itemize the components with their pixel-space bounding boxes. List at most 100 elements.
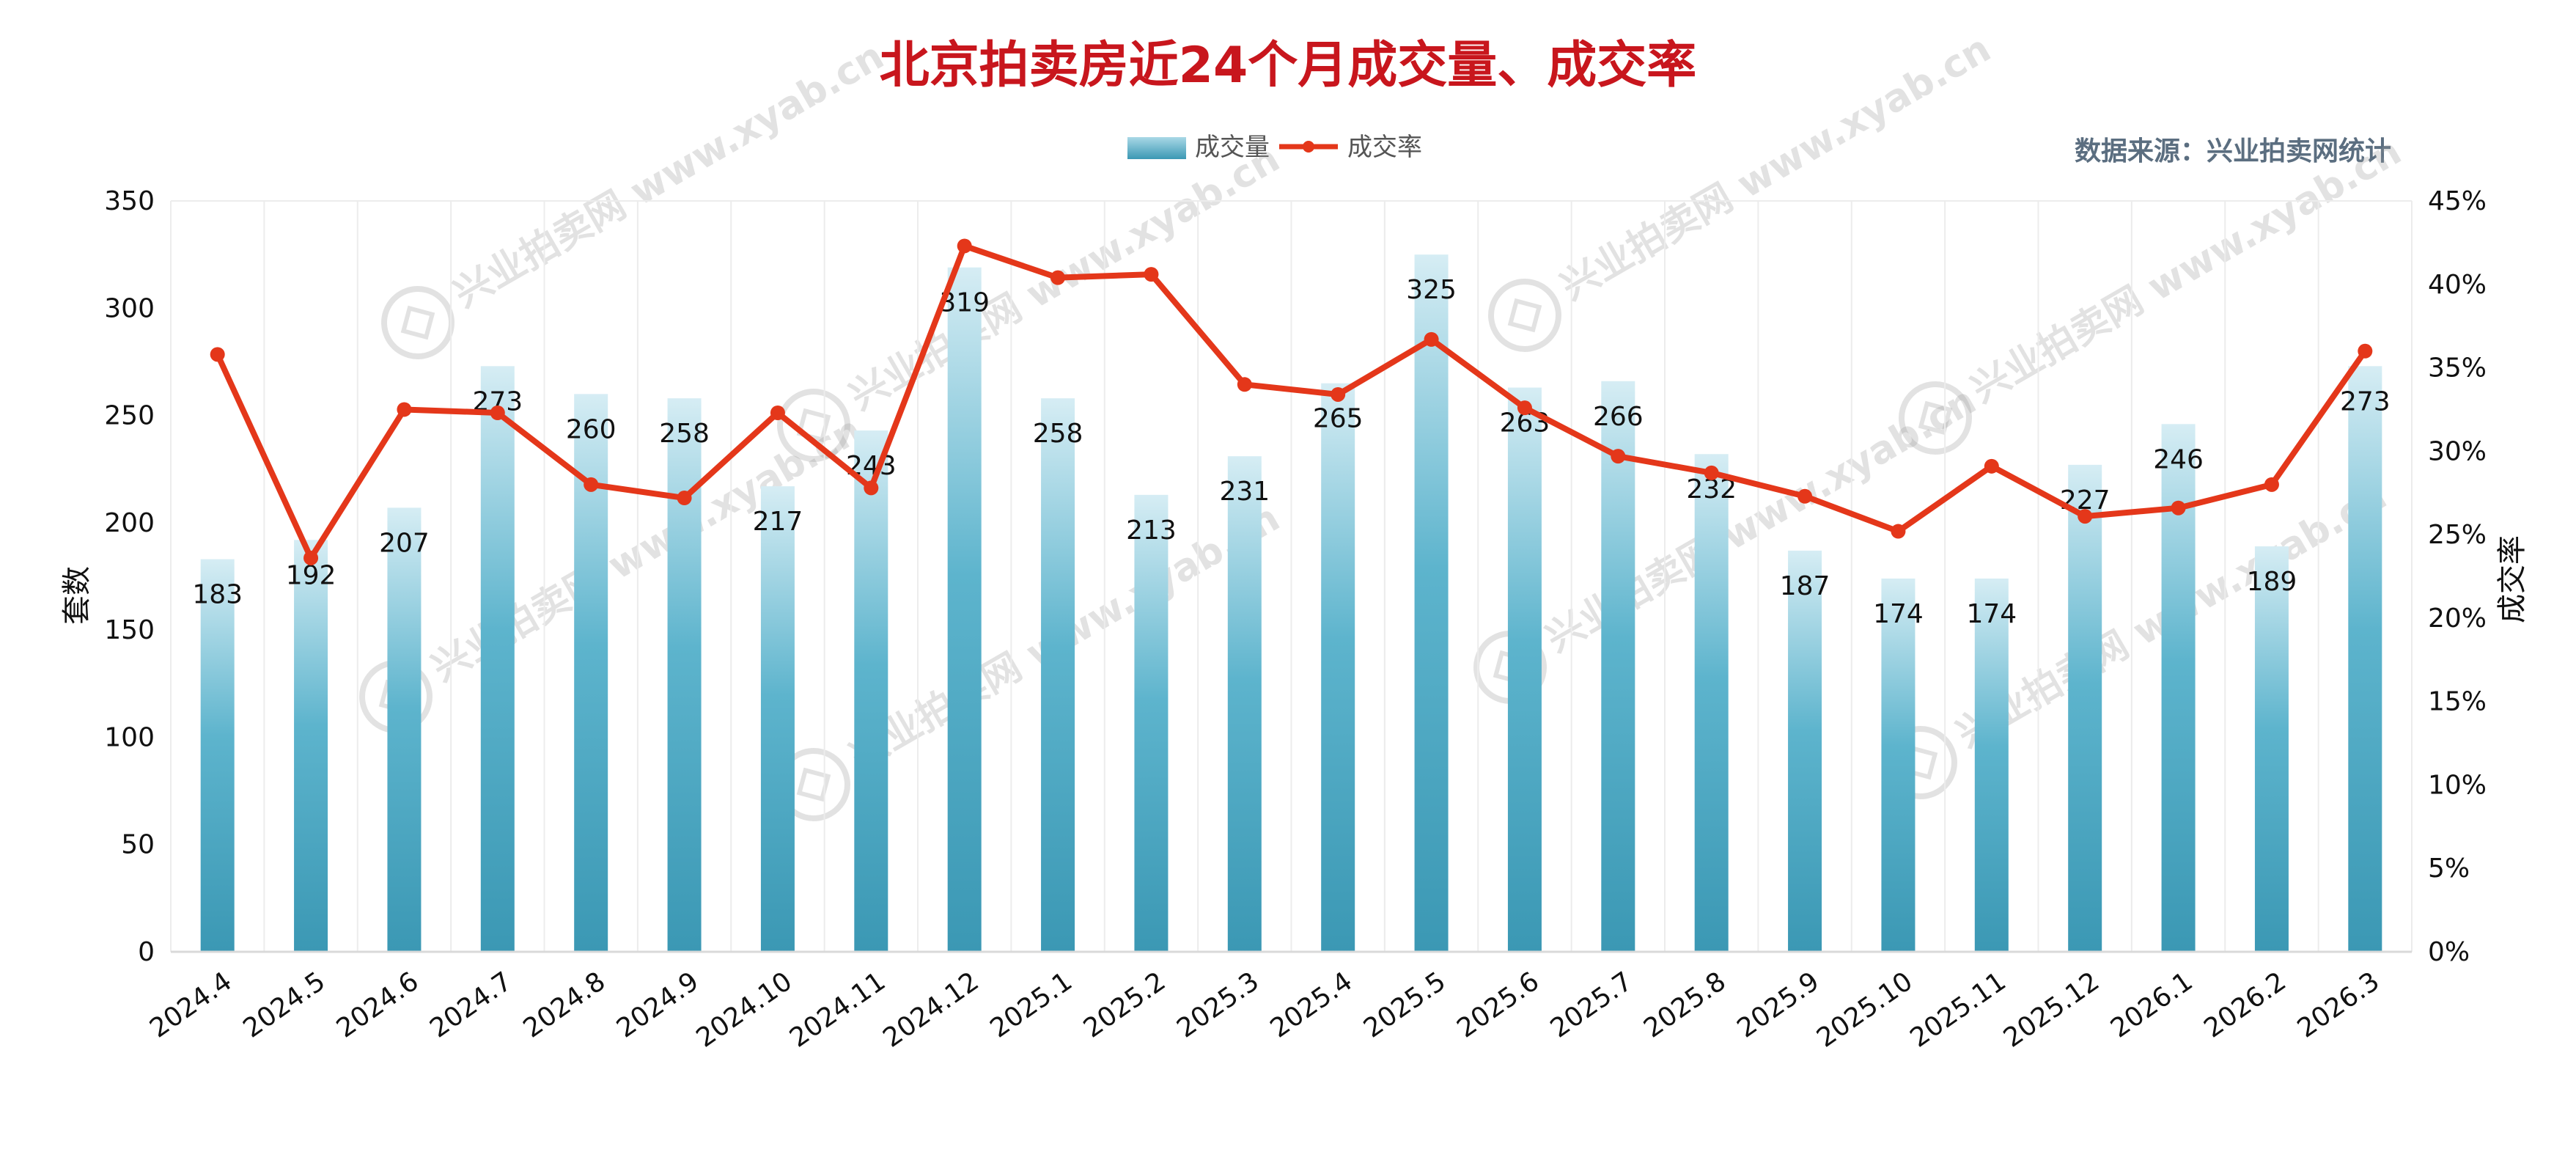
bar-value-label: 187 — [1780, 571, 1830, 601]
rate-point — [2264, 477, 2279, 492]
x-tick-label: 2025.8 — [1638, 966, 1732, 1044]
rate-series-line — [215, 243, 2368, 561]
rate-point — [1891, 524, 1906, 539]
bar-value-label: 213 — [1126, 516, 1177, 546]
bar-value-label: 325 — [1406, 275, 1457, 305]
bar — [1788, 550, 1822, 952]
x-tick-label: 2025.1 — [985, 966, 1078, 1044]
x-tick-label: 2024.12 — [877, 966, 984, 1054]
chart-title: 北京拍卖房近24个月成交量、成交率 — [880, 37, 1697, 95]
rate-point — [677, 491, 692, 506]
x-tick-label: 2026.2 — [2198, 966, 2292, 1044]
bar — [947, 267, 982, 952]
bar — [1227, 456, 1262, 952]
watermark: 兴业拍卖网 www.xyab.cn — [777, 496, 1287, 821]
left-tick-label: 200 — [104, 508, 155, 538]
bar — [1694, 454, 1729, 952]
rate-point — [397, 402, 412, 417]
right-tick-label: 35% — [2428, 353, 2487, 384]
right-tick-label: 15% — [2428, 687, 2487, 717]
bar — [2068, 464, 2102, 952]
rate-point — [1237, 377, 1252, 392]
watermark-logo-inner-icon — [400, 305, 435, 340]
watermark-logo-inner-icon — [1507, 298, 1542, 333]
right-tick-label: 20% — [2428, 603, 2487, 634]
bar-value-label: 217 — [753, 507, 803, 537]
legend-line-label: 成交率 — [1347, 133, 1422, 162]
x-axis: 2024.4 2024.5 2024.6 2024.7 2024.8 2024.92024… — [144, 950, 2412, 1054]
left-tick-label: 250 — [104, 401, 155, 431]
rate-point — [1424, 331, 1439, 347]
bar — [1974, 578, 2009, 952]
x-tick-label: 2026.1 — [2105, 966, 2198, 1044]
gridlines — [170, 200, 2413, 952]
rate-line — [210, 238, 2373, 565]
x-tick-label: 2024.7 — [424, 966, 518, 1044]
left-tick-label: 100 — [104, 722, 155, 752]
bar — [1507, 387, 1542, 952]
right-tick-label: 45% — [2428, 186, 2487, 216]
right-tick-label: 5% — [2428, 854, 2470, 884]
legend-bar-swatch — [1127, 137, 1186, 159]
bar — [1041, 398, 1075, 952]
x-tick-label: 2025.9 — [1732, 966, 1825, 1044]
rate-point — [584, 477, 599, 492]
rate-point — [864, 480, 879, 496]
rate-point — [490, 405, 505, 420]
x-tick-label: 2024.6 — [331, 966, 424, 1044]
rate-point — [1517, 400, 1532, 416]
bar — [1134, 494, 1169, 952]
right-tick-label: 30% — [2428, 436, 2487, 466]
right-tick-label: 25% — [2428, 520, 2487, 550]
bar — [2254, 546, 2289, 952]
bar — [200, 559, 235, 952]
rate-point — [2078, 509, 2093, 524]
left-tick-label: 150 — [104, 615, 155, 645]
rate-point — [770, 405, 785, 420]
watermark-logo-icon — [1488, 279, 1561, 352]
right-axis-title: 成交率 — [2495, 535, 2529, 623]
x-tick-label: 2025.4 — [1265, 966, 1358, 1044]
bar-value-label: 189 — [2247, 567, 2297, 597]
bar — [2348, 366, 2382, 952]
watermark-logo-inner-icon — [1918, 400, 1953, 436]
left-tick-label: 350 — [104, 186, 155, 216]
rate-point — [1797, 488, 1813, 504]
watermark: 兴业拍卖网 www.xyab.cn — [359, 408, 869, 733]
left-axis-title: 套数 — [60, 566, 94, 625]
x-tick-label: 2024.9 — [611, 966, 704, 1044]
right-tick-label: 0% — [2428, 937, 2470, 967]
watermark-logo-icon — [1899, 381, 1972, 455]
left-axis: 0 50 100 150 200 250 300 350 — [104, 186, 155, 967]
bar-value-label: 260 — [566, 414, 617, 444]
bar — [1321, 383, 1355, 952]
x-tick-label: 2025.5 — [1358, 966, 1451, 1044]
bar-value-label: 183 — [192, 580, 243, 610]
bar — [1881, 578, 1916, 952]
bar — [854, 430, 888, 952]
left-tick-label: 50 — [121, 830, 155, 860]
legend-line-marker — [1303, 141, 1314, 153]
legend-bar-label: 成交量 — [1195, 133, 1270, 162]
bar — [667, 398, 702, 952]
rate-point — [957, 238, 972, 254]
right-axis: 0% 5% 10% 15% 20% 25% 30% 35% 40% 45% — [2428, 186, 2487, 967]
bar-value-label: 266 — [1593, 402, 1644, 432]
x-tick-label: 2025.3 — [1171, 966, 1265, 1044]
rate-point — [303, 550, 319, 565]
bar — [480, 366, 515, 952]
rate-point — [210, 347, 225, 362]
bar-value-label: 273 — [2340, 386, 2391, 417]
rate-point — [1144, 267, 1159, 282]
data-source: 数据来源：兴业拍卖网统计 — [2075, 136, 2391, 166]
rate-point — [1050, 270, 1066, 285]
right-tick-label: 40% — [2428, 270, 2487, 300]
bar-value-label: 258 — [659, 419, 710, 449]
rate-point — [1704, 465, 1719, 480]
bar-value-label: 207 — [379, 528, 430, 558]
watermark-text: 兴业拍卖网 www.xyab.cn — [1964, 129, 2409, 411]
bar — [1601, 381, 1635, 952]
right-tick-label: 10% — [2428, 770, 2487, 800]
